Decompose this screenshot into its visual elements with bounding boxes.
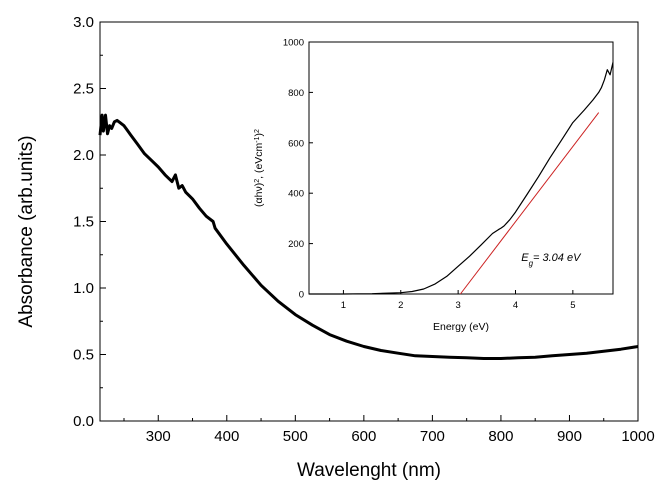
inset-y-tick-label: 400	[288, 189, 304, 200]
inset-x-tick-label: 5	[570, 300, 575, 311]
inset-chart: 1 2 3 4 5 0 200 400 600 800 1000 Energy (eV) (αhν)2,…	[253, 38, 614, 333]
main-x-tick-label: 800	[488, 428, 513, 445]
inset-y-tick-label: 800	[288, 88, 304, 99]
inset-y-tick-label: 200	[288, 239, 304, 250]
main-y-tick-label: 0.0	[73, 413, 94, 430]
inset-plot-frame	[308, 41, 614, 295]
inset-linear-fit-line	[460, 112, 600, 295]
main-y-tick-label: 0.5	[73, 347, 94, 364]
inset-tauc-curve	[309, 62, 614, 295]
main-y-tick-label: 1.0	[73, 280, 94, 297]
main-x-tick-label: 500	[283, 428, 308, 445]
main-x-tick-label: 400	[214, 428, 239, 445]
main-y-axis-title: Absorbance (arb.units)	[16, 135, 37, 327]
inset-y-axis-title: (αhν)2, (eVcm-1)2	[253, 129, 265, 207]
inset-x-tick-label: 2	[398, 300, 403, 311]
main-x-tick-label: 1000	[621, 428, 654, 445]
inset-x-axis-title: Energy (eV)	[433, 321, 489, 333]
inset-y-tick-label: 0	[299, 290, 304, 301]
main-absorbance-line	[98, 113, 639, 360]
main-chart: 300 400 500 600 700 800 900 1000 0.0 0.5 1.0 1.5 2.0…	[16, 14, 655, 481]
inset-x-tick-label: 1	[341, 300, 346, 311]
inset-y-tick-label: 600	[288, 138, 304, 149]
main-x-tick-label: 700	[420, 428, 445, 445]
main-y-tick-label: 2.5	[73, 81, 94, 98]
main-x-tick-label: 900	[557, 428, 582, 445]
main-x-tick-label: 600	[351, 428, 376, 445]
main-y-tick-label: 2.0	[73, 147, 94, 164]
main-x-axis-title: Wavelenght (nm)	[297, 460, 441, 481]
inset-x-tick-label: 4	[513, 300, 518, 311]
main-y-tick-label: 3.0	[73, 14, 94, 31]
inset-x-tick-label: 3	[455, 300, 460, 311]
main-x-tick-label: 300	[146, 428, 171, 445]
main-y-tick-label: 1.5	[73, 214, 94, 231]
inset-band-gap-annotation: Eg= 3.04 eV	[521, 252, 582, 268]
inset-y-tick-label: 1000	[283, 38, 304, 49]
